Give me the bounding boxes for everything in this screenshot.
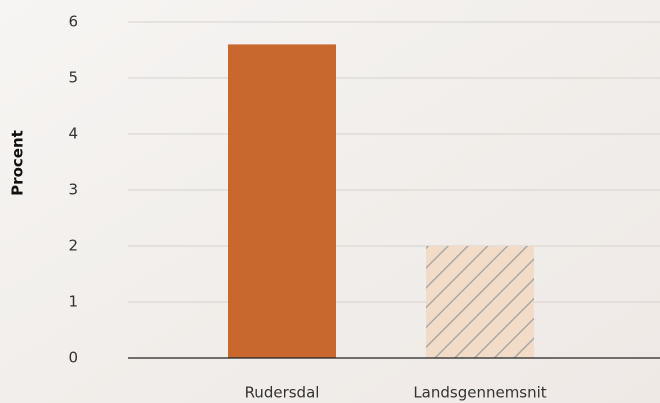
y-tick-label: 5 xyxy=(68,69,78,87)
bar xyxy=(228,44,336,358)
y-tick-label: 3 xyxy=(68,181,78,199)
bar-hatch xyxy=(426,246,534,358)
chart: Procent 0 1 2 3 4 5 6 Rudersdal Landsgennemsnit xyxy=(0,0,660,403)
y-axis-label: Procent xyxy=(9,130,27,196)
y-tick-label: 1 xyxy=(68,293,78,311)
x-tick-label: Rudersdal xyxy=(245,384,320,402)
page: Procent 0123456RudersdalLandsgennemsnit … xyxy=(0,0,660,403)
x-tick-label: Landsgennemsnit xyxy=(413,384,546,402)
y-tick-label: 2 xyxy=(68,237,78,255)
y-tick-label: 6 xyxy=(68,13,78,31)
y-tick-label: 4 xyxy=(68,125,78,143)
y-tick-label: 0 xyxy=(68,349,78,367)
